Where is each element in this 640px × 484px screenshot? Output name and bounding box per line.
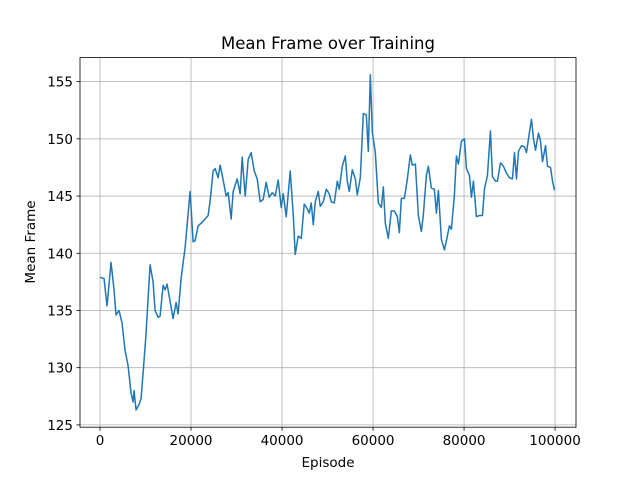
y-tick-label: 150: [47, 132, 73, 148]
plot-frame: [79, 57, 577, 428]
x-tick-label: 0: [96, 433, 105, 449]
x-tick-label: 20000: [170, 433, 213, 449]
y-tick-label: 125: [47, 418, 73, 434]
x-tick-label: 100000: [529, 433, 581, 449]
y-tick-label: 155: [47, 75, 73, 91]
y-tick-label: 130: [47, 361, 73, 377]
x-axis-label: Episode: [301, 455, 354, 471]
y-tick-label: 140: [47, 246, 73, 262]
x-tick-label: 80000: [443, 433, 486, 449]
data-line: [99, 74, 556, 411]
chart-title: Mean Frame over Training: [221, 34, 435, 53]
y-tick-label: 135: [47, 303, 73, 319]
y-axis-label: Mean Frame: [23, 200, 39, 283]
x-tick-label: 40000: [261, 433, 304, 449]
y-tick-label: 145: [47, 189, 73, 205]
x-tick-label: 60000: [352, 433, 395, 449]
